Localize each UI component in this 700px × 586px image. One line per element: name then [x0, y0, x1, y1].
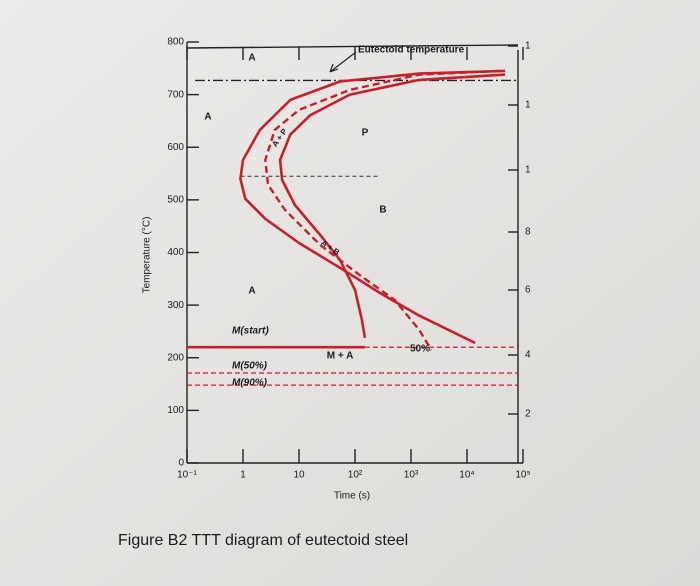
y-tick-label: 400 [167, 247, 184, 258]
x-tick-label: 10⁵ [515, 470, 530, 481]
reference-label: Eutectoid temperature [358, 45, 465, 56]
region-label: M + A [327, 351, 354, 362]
y-tick-label: 500 [167, 195, 184, 206]
x-tick-label: 10 [293, 470, 305, 481]
y-tick-label: 200 [167, 352, 184, 363]
transformation-curve [239, 69, 506, 345]
region-label: P [362, 128, 369, 139]
region-label: A [248, 286, 255, 297]
transformation-curve [264, 69, 500, 351]
y-tick-label: 600 [167, 142, 184, 153]
region-label: A [204, 112, 211, 123]
y-axis-label: Temperature (°C) [142, 217, 153, 294]
x-axis-label: Time (s) [334, 491, 370, 502]
region-label: 50% [410, 344, 430, 355]
reference-label: M(90%) [232, 378, 268, 389]
y-tick-label: 300 [167, 300, 184, 311]
reference-label: M(start) [232, 326, 269, 337]
top-axis [186, 44, 519, 49]
reference-label: M(50%) [232, 361, 268, 372]
x-tick-label: 10² [348, 470, 363, 481]
right-axis-label: 1 [525, 100, 531, 111]
x-tick-label: 10⁻¹ [177, 470, 197, 481]
y-tick-label: 700 [167, 89, 184, 100]
transformation-curve [278, 73, 506, 339]
y-tick-label: 0 [178, 458, 184, 469]
right-axis-label: 2 [525, 409, 531, 420]
region-label: B [379, 205, 386, 216]
right-axis-label: 6 [525, 285, 531, 296]
x-tick-label: 1 [240, 470, 246, 481]
caption: Figure B2 TTT diagram of eutectoid steel [118, 532, 408, 549]
right-axis-label: 8 [525, 227, 531, 238]
x-tick-label: 10⁴ [459, 470, 474, 481]
region-label: A [248, 53, 255, 64]
right-axis-label: 1 [525, 165, 531, 176]
right-axis-label: 1 [525, 41, 531, 52]
x-tick-label: 10³ [404, 470, 419, 481]
right-axis-label: 4 [525, 350, 531, 361]
y-tick-label: 800 [167, 37, 184, 48]
y-tick-label: 100 [167, 405, 184, 416]
pointer-arrow [329, 51, 357, 73]
